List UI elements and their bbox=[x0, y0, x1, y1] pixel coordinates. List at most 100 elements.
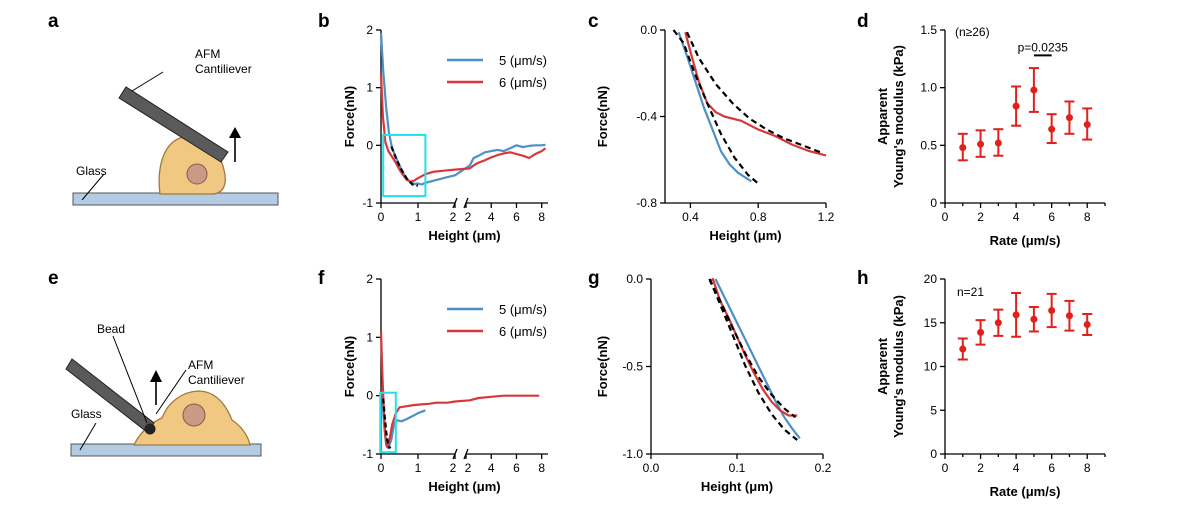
c-series-blue bbox=[677, 31, 752, 183]
h-x-tick-label: 4 bbox=[1013, 461, 1020, 475]
label-cantilever: Cantiliever bbox=[195, 62, 252, 76]
g-y-tick-label: -0.5 bbox=[622, 360, 643, 374]
g-x-tick-label: 0.2 bbox=[815, 461, 832, 475]
b-x-tick-label: 0 bbox=[378, 210, 385, 224]
b-fit-line bbox=[390, 146, 419, 187]
cantilever-beam bbox=[65, 358, 155, 433]
h-mean-point bbox=[959, 345, 967, 353]
charts-layer: -1 0 1 2 0 1 2 2 4 6 8 Height (μm) Force(nN) 5 (μm/s)… bbox=[342, 23, 1106, 499]
schematic-a: AFM Cantiliever Glass bbox=[72, 47, 279, 206]
b-y-tick-label: 2 bbox=[366, 23, 373, 37]
leader-line-cantilever bbox=[131, 71, 164, 92]
f-y-tick-label: 2 bbox=[366, 272, 373, 286]
h-y-tick-label: 15 bbox=[924, 316, 938, 330]
c-y-tick-label: -0.4 bbox=[636, 110, 657, 124]
label-cantilever: Cantiliever bbox=[188, 373, 245, 387]
d-y-tick-label: 1.5 bbox=[920, 23, 937, 37]
d-x-tick-label: 8 bbox=[1084, 210, 1091, 224]
f-y-tick-label: -1 bbox=[362, 447, 373, 461]
h-mean-point bbox=[977, 328, 985, 336]
cell-nucleus bbox=[186, 163, 208, 185]
d-mean-point bbox=[994, 139, 1002, 147]
schematic-e: Bead AFM Cantiliever Glass bbox=[65, 322, 262, 457]
d-sample-size-annotation: (n≥26) bbox=[955, 25, 990, 39]
f-y-tick-label: 0 bbox=[366, 389, 373, 403]
d-x-tick-label: 2 bbox=[977, 210, 984, 224]
panel-label-e: e bbox=[48, 268, 59, 289]
f-x-tick-label: 0 bbox=[378, 461, 385, 475]
h-y-tick-label: 5 bbox=[930, 403, 937, 417]
f-y-tick-label: 1 bbox=[366, 330, 373, 344]
b-axis-break-mark bbox=[452, 197, 458, 209]
d-x-tick-label: 6 bbox=[1048, 210, 1055, 224]
c-x-tick-label: 1.2 bbox=[818, 210, 835, 224]
d-x-tick-label: 0 bbox=[942, 210, 949, 224]
f-axis-break-mark bbox=[452, 448, 458, 460]
c-y-tick-label: 0.0 bbox=[640, 23, 657, 37]
d-mean-point bbox=[1030, 86, 1038, 94]
h-mean-point bbox=[1083, 321, 1091, 328]
f-x-tick-label: 1 bbox=[415, 461, 422, 475]
panel-label-a: a bbox=[48, 11, 59, 32]
c-x-tick-label: 0.8 bbox=[750, 210, 767, 224]
c-fit-line bbox=[672, 29, 759, 185]
b-y-tick-label: 1 bbox=[366, 81, 373, 95]
f-fit-line bbox=[382, 398, 392, 450]
f-x-tick-label: 2 bbox=[450, 461, 457, 475]
d-mean-point bbox=[1065, 114, 1073, 122]
h-sample-size-annotation: n=21 bbox=[957, 285, 984, 299]
h-y-tick-label: 0 bbox=[930, 447, 937, 461]
panel-label-f: f bbox=[318, 268, 325, 289]
leader-line-glass bbox=[81, 173, 105, 201]
b-x-tick-label: 8 bbox=[538, 210, 545, 224]
h-y-axis-label-line1: Apparent bbox=[875, 337, 890, 395]
d-p-value-annotation: p=0.0235 bbox=[1018, 40, 1069, 54]
panel-label-d: d bbox=[857, 11, 869, 32]
b-x-axis-label: Height (μm) bbox=[428, 228, 500, 243]
f-legend-label: 5 (μm/s) bbox=[499, 302, 547, 317]
b-x-tick-label: 1 bbox=[415, 210, 422, 224]
g-y-tick-label: 0.0 bbox=[626, 272, 643, 286]
label-afm: AFM bbox=[188, 358, 213, 372]
d-y-tick-label: 1.0 bbox=[920, 81, 937, 95]
f-y-axis-label: Force(nN) bbox=[342, 336, 357, 397]
f-zoom-box bbox=[379, 391, 397, 454]
h-x-tick-label: 0 bbox=[942, 461, 949, 475]
glass-slide bbox=[72, 192, 279, 206]
g-fit-line bbox=[708, 278, 797, 419]
g-x-tick-label: 0.1 bbox=[729, 461, 746, 475]
label-bead: Bead bbox=[97, 322, 125, 336]
g-series-red bbox=[708, 277, 798, 417]
g-x-axis-label: Height (μm) bbox=[701, 479, 773, 494]
b-y-axis-label: Force(nN) bbox=[342, 86, 357, 147]
d-y-axis-label-line1: Apparent bbox=[875, 87, 890, 145]
b-x-tick-label: 6 bbox=[513, 210, 520, 224]
h-y-tick-label: 10 bbox=[924, 360, 938, 374]
leader-line-bead bbox=[112, 335, 148, 424]
d-y-axis-label-line2: Young's modulus (kPa) bbox=[891, 45, 906, 188]
d-y-tick-label: 0.5 bbox=[920, 138, 937, 152]
c-y-axis-label: Force(nN) bbox=[595, 86, 610, 147]
b-y-tick-label: 0 bbox=[366, 138, 373, 152]
f-legend-label: 6 (μm/s) bbox=[499, 324, 547, 339]
cell-nucleus bbox=[182, 403, 206, 427]
g-fit-line bbox=[708, 278, 798, 441]
f-x-axis-label: Height (μm) bbox=[428, 479, 500, 494]
up-arrow-icon bbox=[150, 370, 162, 382]
panel-label-g: g bbox=[588, 268, 600, 289]
d-x-axis-label: Rate (μm/s) bbox=[990, 233, 1061, 248]
d-mean-point bbox=[1083, 121, 1091, 129]
c-y-tick-label: -0.8 bbox=[636, 196, 657, 210]
f-axis-break-mark bbox=[463, 448, 469, 460]
b-x-tick-label: 2 bbox=[465, 210, 472, 224]
g-y-axis-label: Force(nN) bbox=[595, 336, 610, 397]
d-y-tick-label: 0 bbox=[930, 196, 937, 210]
h-mean-point bbox=[1030, 315, 1038, 323]
c-x-axis-label: Height (μm) bbox=[709, 228, 781, 243]
d-mean-point bbox=[959, 144, 967, 152]
b-series-red bbox=[379, 73, 547, 183]
f-series-red bbox=[379, 331, 540, 449]
b-y-tick-label: -1 bbox=[362, 196, 373, 210]
glass-slide bbox=[70, 443, 262, 457]
label-glass: Glass bbox=[71, 407, 102, 421]
